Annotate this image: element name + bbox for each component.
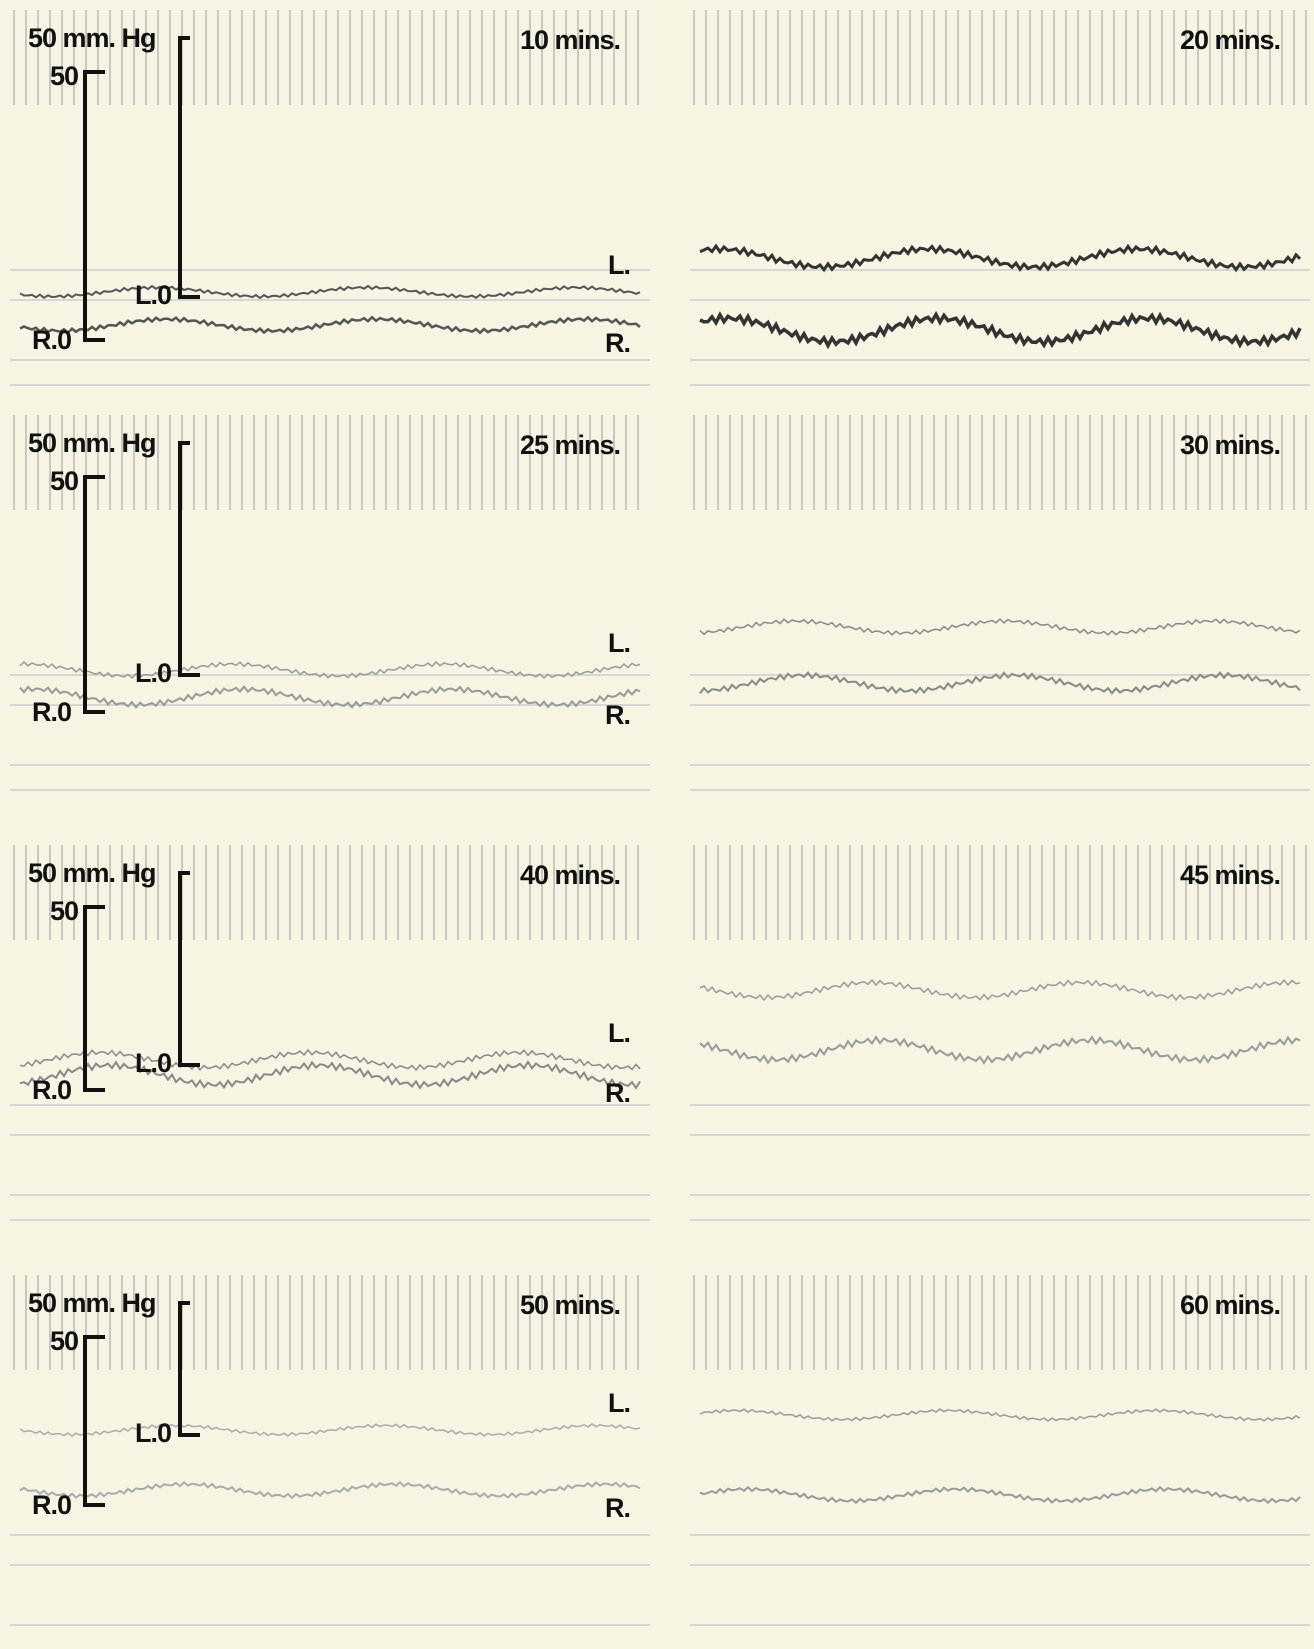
trace-right (699, 1485, 1301, 1505)
r-zero: R.0 (32, 325, 71, 355)
r-label: R. (605, 700, 630, 730)
l-zero: L.0 (135, 1048, 171, 1078)
time-label: 50 mins. (520, 1290, 620, 1320)
time-label: 30 mins. (1180, 430, 1280, 460)
trace-left (19, 1048, 641, 1072)
l-scale-bar (178, 1301, 200, 1437)
r-scale-bar (83, 475, 105, 714)
trace-left (19, 1423, 641, 1437)
r-zero: R.0 (32, 697, 71, 727)
scale-label: 50 mm. Hg (28, 858, 156, 888)
scale-top: 50 (50, 61, 78, 91)
trace-left (699, 618, 1301, 636)
trace-left (699, 243, 1302, 273)
trace-right (19, 1060, 641, 1090)
time-label: 60 mins. (1180, 1290, 1280, 1320)
scale-top: 50 (50, 466, 78, 496)
r-zero: R.0 (32, 1490, 71, 1520)
r-label: R. (605, 328, 630, 358)
trace-left (19, 660, 641, 680)
r-scale-bar (83, 1335, 105, 1507)
time-label: 40 mins. (520, 860, 620, 890)
l-label: L. (608, 1018, 630, 1048)
scale-label: 50 mm. Hg (28, 1288, 156, 1318)
scale-label: 50 mm. Hg (28, 428, 156, 458)
l-zero: L.0 (135, 658, 171, 688)
trace-left (699, 1408, 1301, 1422)
time-label: 10 mins. (520, 25, 620, 55)
time-label: 25 mins. (520, 430, 620, 460)
r-label: R. (605, 1078, 630, 1108)
l-label: L. (608, 1388, 630, 1418)
l-label: L. (608, 250, 630, 280)
trace-right (699, 1035, 1301, 1065)
scale-label: 50 mm. Hg (28, 23, 156, 53)
l-scale-bar (178, 36, 200, 299)
trace-right (19, 315, 641, 335)
time-label: 45 mins. (1180, 860, 1280, 890)
scale-top: 50 (50, 1326, 78, 1356)
l-scale-bar (178, 871, 200, 1067)
l-zero: L.0 (135, 1418, 171, 1448)
r-scale-bar (83, 70, 105, 342)
trace-right (699, 310, 1302, 350)
l-scale-bar (178, 441, 200, 677)
scale-top: 50 (50, 896, 78, 926)
time-label: 20 mins. (1180, 25, 1280, 55)
r-label: R. (605, 1493, 630, 1523)
r-scale-bar (83, 905, 105, 1092)
l-zero: L.0 (135, 280, 171, 310)
trace-left (699, 978, 1301, 1002)
trace-right (19, 1480, 641, 1500)
trace-left (19, 284, 641, 300)
l-label: L. (608, 628, 630, 658)
trace-right (19, 684, 641, 709)
trace-right (699, 671, 1301, 695)
r-zero: R.0 (32, 1075, 71, 1105)
